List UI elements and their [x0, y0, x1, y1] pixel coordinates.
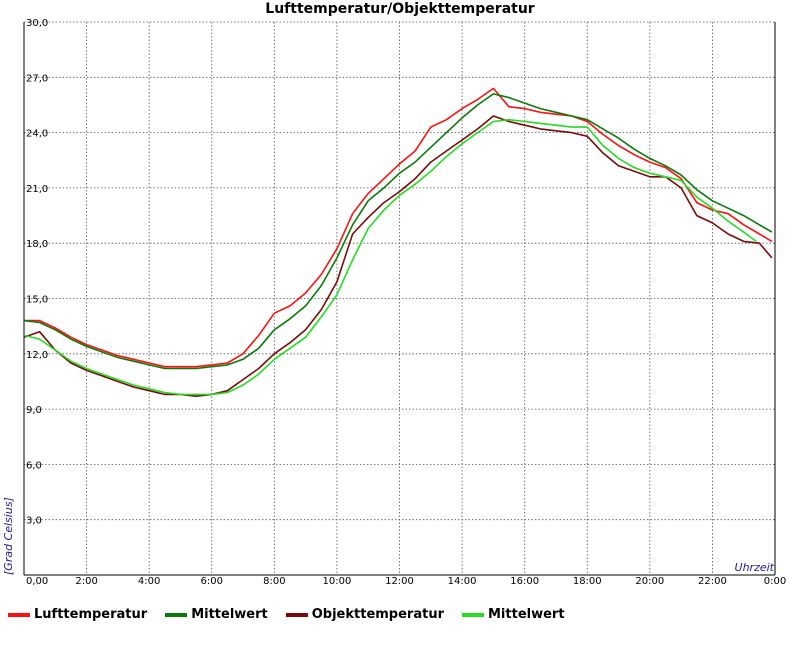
legend-swatch — [462, 612, 484, 617]
y-tick-label: 18,0 — [26, 239, 48, 250]
legend-label: Objekttemperatur — [311, 607, 444, 622]
x-tick-label: 4:00 — [138, 576, 160, 587]
chart-axes: 3,0 6,0 9,0 12,0 15,0 18,0 21,0 24,0 27,0 30,0 0,0… — [23, 18, 786, 587]
y-tick-label: 3,0 — [26, 516, 42, 527]
x-tick-label: 8:00 — [263, 576, 285, 587]
legend-label: Mittelwert — [191, 607, 268, 622]
x-tick-label: 0:00 — [764, 576, 786, 587]
x-tick-label: 18:00 — [573, 576, 602, 587]
series-line-1 — [24, 87, 773, 368]
x-tick-label: 10:00 — [323, 576, 352, 587]
y-tick-label: 6,0 — [26, 460, 42, 471]
y-tick-label: 9,0 — [26, 405, 42, 416]
legend-label: Lufttemperatur — [34, 607, 148, 622]
legend-item-3: Objekttemperatur — [285, 607, 444, 622]
chart-series-group — [23, 87, 773, 397]
x-tick-label: 14:00 — [448, 576, 477, 587]
y-tick-label: 24,0 — [26, 129, 48, 140]
series-line-3 — [23, 115, 773, 397]
x-tick-label: 16:00 — [510, 576, 539, 587]
legend-item-4: Mittelwert — [462, 607, 565, 622]
x-tick-label: 12:00 — [385, 576, 414, 587]
y-tick-label: 21,0 — [26, 184, 48, 195]
x-tick-label: 2:00 — [75, 576, 97, 587]
y-tick-label: 12,0 — [26, 350, 48, 361]
x-tick-label: 20:00 — [635, 576, 664, 587]
x-tick-label: 0,00 — [26, 576, 48, 587]
series-line-2 — [23, 93, 773, 370]
legend-swatch — [165, 612, 188, 617]
series-line-4 — [23, 118, 757, 396]
legend-item-2: Mittelwert — [165, 607, 268, 622]
x-tick-label: 6:00 — [201, 576, 223, 587]
line-chart: Lufttemperatur/Objekttemperatur 3,0 6,0 9,… — [2, 1, 786, 587]
chart-grid — [24, 21, 775, 575]
y-tick-label: 15,0 — [26, 295, 48, 306]
legend-swatch — [285, 612, 308, 617]
legend-swatch — [8, 612, 30, 617]
x-axis-label: Uhrzeit — [735, 561, 775, 574]
y-axis-label: [Grad Celsius] — [2, 497, 15, 575]
legend-item-1: Lufttemperatur — [8, 607, 147, 622]
chart-title: Lufttemperatur/Objekttemperatur — [265, 1, 535, 17]
y-tick-label: 27,0 — [26, 73, 48, 84]
chart-legend: Lufttemperatur Mittelwert Objekttemperatur… — [8, 607, 583, 622]
x-tick-label: 22:00 — [698, 576, 727, 587]
legend-label: Mittelwert — [488, 607, 565, 622]
y-tick-label: 30,0 — [26, 18, 48, 29]
